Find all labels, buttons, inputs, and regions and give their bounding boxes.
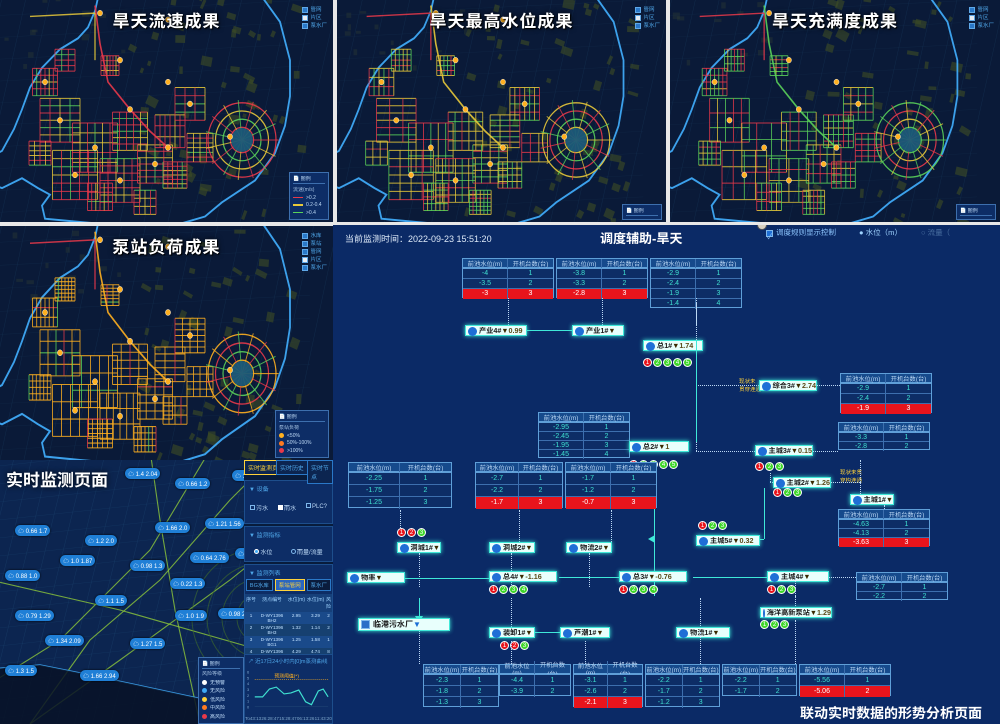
svg-text:3: 3 [247, 687, 249, 692]
svg-text:1: 1 [247, 699, 249, 704]
svg-text:6: 6 [247, 669, 249, 674]
svg-text:5: 5 [247, 675, 250, 680]
svg-text:0: 0 [247, 705, 250, 710]
svg-text:4: 4 [247, 681, 250, 686]
svg-text:2: 2 [247, 693, 249, 698]
svg-text:预测阈值(*): 预测阈值(*) [274, 672, 299, 679]
